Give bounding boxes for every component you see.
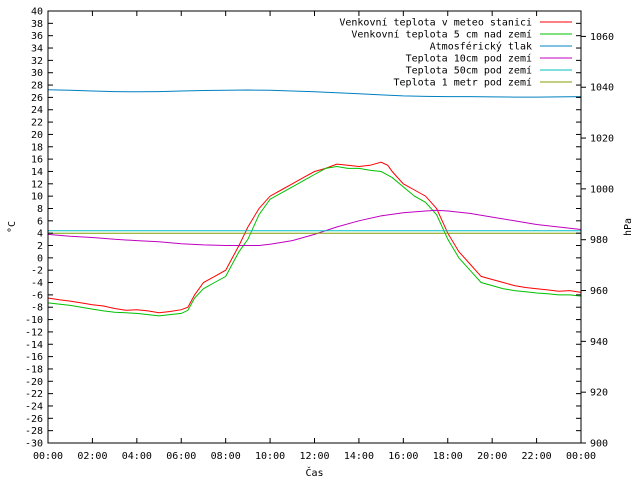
legend-label: Teplota 1 metr pod zemí: [394, 77, 532, 89]
y-tick-label: 10: [31, 192, 43, 203]
y-tick-label: -30: [25, 439, 43, 450]
y-tick-label: 4: [37, 229, 43, 240]
legend: Venkovní teplota v meteo staniciVenkovní…: [339, 17, 572, 89]
legend-label: Teplota 10cm pod zemí: [406, 53, 532, 65]
y2-axis-label: hPa: [623, 218, 634, 236]
legend-label: Venkovní teplota 5 cm nad zemí: [351, 29, 532, 41]
x-tick-label: 12:00: [299, 451, 329, 462]
x-tick-label: 00:00: [566, 451, 596, 462]
y2-tick-label: 1000: [590, 184, 614, 195]
y-tick-label: 16: [31, 155, 43, 166]
y-tick-label: 34: [31, 44, 43, 55]
x-tick-label: 14:00: [344, 451, 374, 462]
y-tick-label: -26: [25, 414, 43, 425]
legend-label: Venkovní teplota v meteo stanici: [339, 17, 532, 29]
y-tick-label: 40: [31, 7, 43, 18]
legend-label: Atmosférický tlak: [430, 41, 532, 53]
y-tick-label: 24: [31, 105, 43, 116]
y-tick-label: 32: [31, 56, 43, 67]
y2-tick-label: 960: [590, 286, 608, 297]
y-tick-label: 20: [31, 130, 43, 141]
y-tick-label: 36: [31, 31, 43, 42]
y-axis-label: °C: [7, 221, 18, 233]
x-tick-label: 00:00: [33, 451, 63, 462]
y-tick-label: -8: [31, 303, 43, 314]
y-tick-label: 14: [31, 167, 43, 178]
y-tick-label: 30: [31, 68, 43, 79]
y-tick-label: -16: [25, 352, 43, 363]
legend-label: Teplota 50cm pod zemí: [406, 65, 532, 77]
y-axis-ticks: 4038363432302826242220181614121086420-2-…: [25, 7, 581, 450]
x-axis-ticks: 00:00 02:00 04:00 06:00 08:00 10:00 12:00 14:00…: [33, 11, 596, 462]
y2-tick-label: 920: [590, 388, 608, 399]
x-tick-label: 04:00: [122, 451, 152, 462]
y-tick-label: -6: [31, 290, 43, 301]
series-line-3: [47, 89, 582, 98]
y-tick-label: 18: [31, 142, 43, 153]
x-tick-label: 18:00: [433, 451, 463, 462]
y-tick-label: 38: [31, 19, 43, 30]
y2-tick-label: 1020: [590, 134, 614, 145]
y-tick-label: 28: [31, 81, 43, 92]
y-tick-label: -14: [25, 340, 43, 351]
y-tick-label: 26: [31, 93, 43, 104]
series-line-1: [47, 161, 582, 314]
y-tick-label: 6: [37, 216, 43, 227]
x-tick-label: 02:00: [77, 451, 107, 462]
y-tick-label: -18: [25, 364, 43, 375]
y-tick-label: -4: [31, 278, 43, 289]
y2-tick-label: 1060: [590, 32, 614, 43]
y-tick-label: -10: [25, 315, 43, 326]
y2-tick-label: 1040: [590, 83, 614, 94]
y-tick-label: 22: [31, 118, 43, 129]
y-tick-label: -2: [31, 266, 43, 277]
x-tick-label: 08:00: [211, 451, 241, 462]
y-tick-label: 0: [37, 253, 43, 264]
y2-tick-label: 980: [590, 235, 608, 246]
x-tick-label: 10:00: [255, 451, 285, 462]
y2-tick-label: 900: [590, 439, 608, 450]
y-tick-label: 12: [31, 179, 43, 190]
y-tick-label: -20: [25, 377, 43, 388]
y-tick-label: -24: [25, 401, 43, 412]
y2-tick-label: 940: [590, 337, 608, 348]
y-tick-label: -12: [25, 327, 43, 338]
x-tick-label: 20:00: [477, 451, 507, 462]
series-line-4: [47, 209, 582, 246]
x-tick-label: 22:00: [522, 451, 552, 462]
y-tick-label: 8: [37, 204, 43, 215]
y2-axis-ticks: 1060 1040 1020 1000 980 960 940 920 900: [581, 32, 614, 450]
y-tick-label: -28: [25, 426, 43, 437]
series-group: [47, 89, 582, 317]
x-axis-label: Čas: [305, 466, 323, 479]
y-tick-label: -22: [25, 389, 43, 400]
series-line-2: [47, 165, 582, 317]
x-tick-label: 16:00: [388, 451, 418, 462]
y-tick-label: 2: [37, 241, 43, 252]
x-tick-label: 06:00: [166, 451, 196, 462]
